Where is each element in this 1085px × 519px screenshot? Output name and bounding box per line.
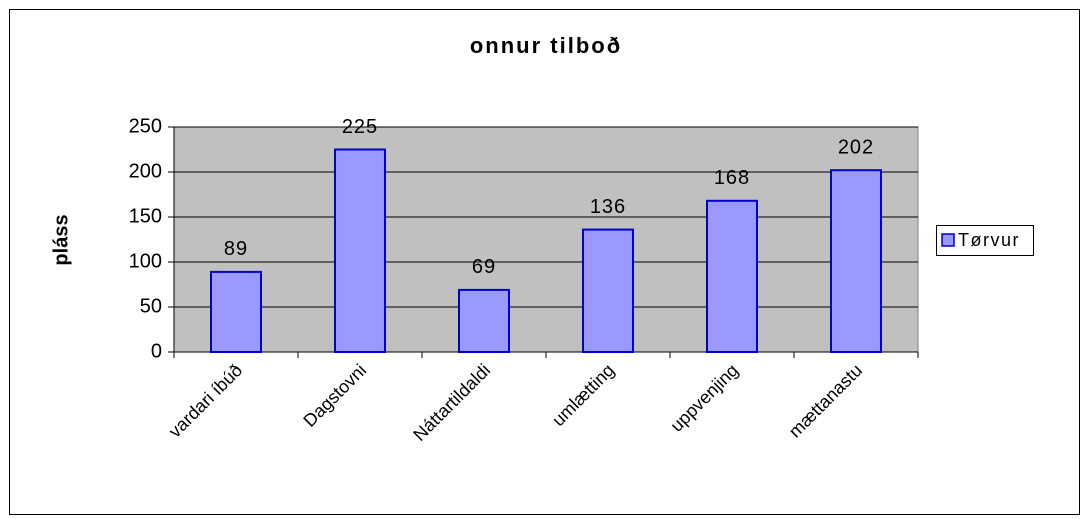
y-tick-label: 200 (129, 160, 162, 182)
bar (334, 148, 386, 353)
plot-area (173, 126, 919, 353)
legend-swatch (941, 233, 955, 247)
y-axis-label: pláss (50, 214, 72, 265)
legend-label: Tørvur (958, 230, 1020, 250)
bar (830, 169, 882, 353)
y-tick-label: 50 (140, 295, 162, 317)
y-tick-label: 100 (129, 250, 162, 272)
y-tick-label: 250 (129, 115, 162, 137)
data-label: 202 (838, 136, 874, 158)
bar (458, 288, 510, 353)
data-label: 136 (590, 196, 626, 218)
data-label: 225 (342, 116, 378, 138)
chart-title: onnur tilboð (470, 33, 622, 58)
bar (706, 199, 758, 353)
bar (210, 270, 262, 353)
y-tick-label: 150 (129, 205, 162, 227)
data-label: 69 (472, 256, 496, 278)
bar (582, 228, 634, 354)
data-label: 168 (714, 167, 750, 189)
data-label: 89 (224, 238, 248, 260)
y-tick-label: 0 (151, 340, 162, 362)
